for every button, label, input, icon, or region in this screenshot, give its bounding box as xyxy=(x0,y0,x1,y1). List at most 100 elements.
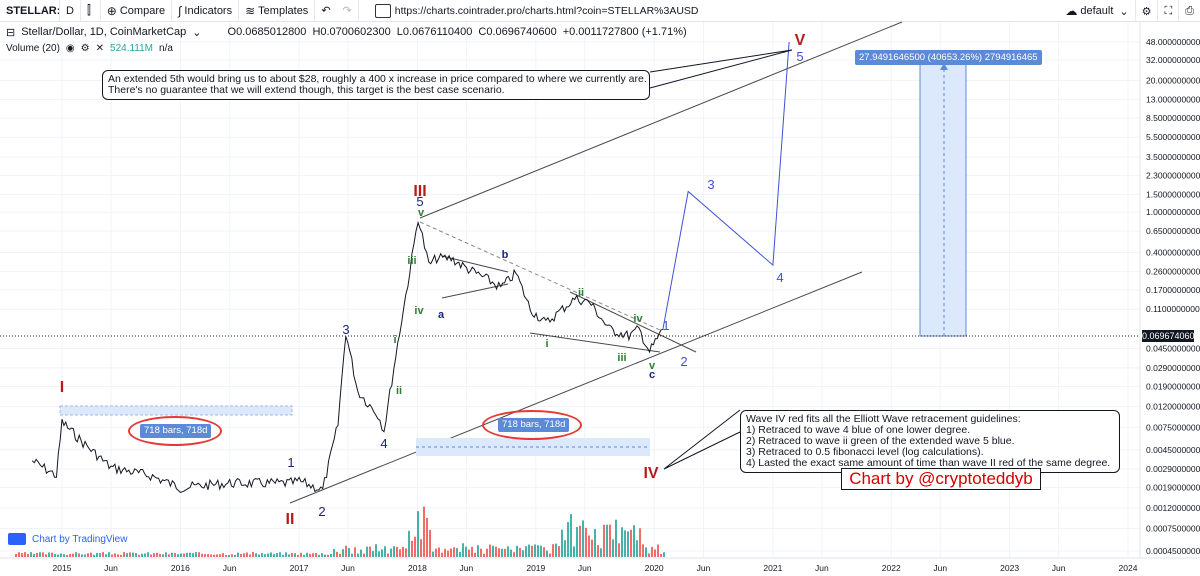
volume-bar xyxy=(594,529,596,557)
symbol-title[interactable]: Stellar/Dollar, 1D, CoinMarketCap xyxy=(21,26,187,38)
time-tick-label: 2023 xyxy=(1000,563,1019,573)
volume-bar xyxy=(639,528,641,557)
layout-button[interactable]: ☁ default ⌄ xyxy=(1059,0,1136,22)
callout-line: 1) Retraced to wave 4 blue of one lower … xyxy=(746,424,971,436)
fullscreen-icon: ⛶ xyxy=(1164,4,1173,17)
volume-bar xyxy=(117,554,119,557)
toolbar-right: ☁ default ⌄ ⚙ ⛶ ⎙ xyxy=(1059,0,1200,22)
volume-bar xyxy=(501,548,503,557)
volume-bar xyxy=(582,520,584,557)
volume-bar xyxy=(69,554,71,557)
volume-bar xyxy=(105,554,107,557)
price-axis[interactable]: 48.0000000000 32.0000000000 20.0000000000 1… xyxy=(1146,37,1200,556)
price-series xyxy=(31,220,664,493)
volume-bar xyxy=(255,553,257,557)
symbol-search[interactable]: STELLAR:US xyxy=(0,0,60,22)
volume-bar xyxy=(465,546,467,557)
volume-bar xyxy=(231,554,233,557)
volume-bar xyxy=(333,549,335,557)
volume-bar xyxy=(663,552,665,557)
volume-bar xyxy=(288,554,290,557)
volume-bar xyxy=(234,554,236,557)
volume-bar xyxy=(462,543,464,557)
volume-bar xyxy=(75,552,77,557)
price-tick-label: 0.1700000000 xyxy=(1146,285,1200,295)
time-axis[interactable]: 2015 Jun 2016 Jun 2017 Jun 2018 Jun 2019 Jun 2020 J… xyxy=(53,563,1138,573)
collapse-icon[interactable]: ⊟ xyxy=(6,27,16,39)
volume-bar xyxy=(543,547,545,557)
eye-icon[interactable]: ◉ xyxy=(65,43,75,54)
compare-button[interactable]: ⊕ Compare xyxy=(101,0,173,22)
chevron-down-icon[interactable]: ⌄ xyxy=(192,27,202,39)
volume-bar xyxy=(444,548,446,557)
indicators-icon: ∫ xyxy=(178,3,182,18)
volume-bar xyxy=(246,552,248,557)
volume-bar xyxy=(510,549,512,557)
price-tick-label: 1.0000000000 xyxy=(1146,207,1200,217)
volume-bar xyxy=(552,544,554,557)
url-bar[interactable]: https://charts.cointrader.pro/charts.htm… xyxy=(374,3,699,18)
templates-button[interactable]: ≋ Templates xyxy=(239,0,316,22)
volume-label[interactable]: Volume (20) xyxy=(6,43,60,54)
volume-bar xyxy=(528,544,530,557)
screenshot-button[interactable]: ⎙ xyxy=(1179,0,1200,22)
undo-button[interactable]: ↶ xyxy=(315,0,336,22)
volume-bar xyxy=(129,552,131,557)
volume-bar xyxy=(447,550,449,557)
time-tick-label: 2024 xyxy=(1119,563,1138,573)
redo-button[interactable]: ↷ xyxy=(337,0,359,22)
settings-icon[interactable]: ⚙ xyxy=(80,43,90,54)
volume-bar xyxy=(396,546,398,557)
wave-label-green: i xyxy=(545,338,548,350)
interval-button[interactable]: D xyxy=(60,0,81,22)
top-callout[interactable]: An extended 5th would bring us to about … xyxy=(102,70,650,100)
volume-bar xyxy=(525,546,527,557)
volume-bar xyxy=(459,551,461,557)
volume-bar xyxy=(195,552,197,557)
volume-bar xyxy=(174,552,176,557)
wave-label-blue: 2 xyxy=(318,504,325,519)
volume-bar xyxy=(150,554,152,557)
price-tick-label: 0.6500000000 xyxy=(1146,226,1200,236)
fullscreen-button[interactable]: ⛶ xyxy=(1158,0,1180,22)
volume-bar xyxy=(480,548,482,557)
volume-bar xyxy=(486,548,488,557)
wave-label-green: v xyxy=(649,360,656,372)
change-value: +0.0011727800 (+1.71%) xyxy=(562,26,687,38)
wave-label-blue: a xyxy=(438,309,445,321)
close-icon[interactable]: ✕ xyxy=(95,43,105,54)
volume-bar xyxy=(606,524,608,557)
volume-bar xyxy=(471,546,473,557)
settings-button[interactable]: ⚙ xyxy=(1136,0,1159,22)
volume-bar xyxy=(162,554,164,557)
volume-bar xyxy=(261,553,263,557)
price-tick-label: 0.0290000000 xyxy=(1146,363,1200,373)
chart-style-button[interactable]: ⫿ xyxy=(81,0,101,22)
wave-label-blue: c xyxy=(649,369,655,381)
volume-bar xyxy=(357,553,359,557)
wave-label-green: i xyxy=(393,334,396,346)
target-range-label: 27.9491646500 (40653.26%) 2794916465 xyxy=(855,50,1042,65)
volume-bar xyxy=(282,554,284,557)
chevron-down-icon: ⌄ xyxy=(1119,5,1129,18)
volume-bar xyxy=(327,554,329,557)
bottom-callout[interactable]: Wave IV red fits all the Elliott Wave re… xyxy=(740,410,1120,473)
volume-bar xyxy=(87,553,89,557)
volume-bar xyxy=(600,548,602,557)
bars-ellipse-1 xyxy=(128,416,222,446)
price-tick-label: 2.3000000000 xyxy=(1146,171,1200,181)
price-tick-label: 5.5000000000 xyxy=(1146,132,1200,142)
volume-bar xyxy=(228,554,230,557)
tradingview-logo[interactable]: Chart by TradingView xyxy=(8,533,127,545)
volume-bar xyxy=(522,550,524,557)
indicators-button[interactable]: ∫ Indicators xyxy=(172,0,240,22)
camera-icon: ⎙ xyxy=(1185,4,1194,17)
gear-icon: ⚙ xyxy=(1141,5,1152,18)
triangle-bottom-line xyxy=(441,283,509,299)
volume-bar xyxy=(573,546,575,557)
price-tick-label: 0.0075000000 xyxy=(1146,422,1200,432)
volume-bar xyxy=(561,529,563,557)
volume-bar xyxy=(111,554,113,557)
